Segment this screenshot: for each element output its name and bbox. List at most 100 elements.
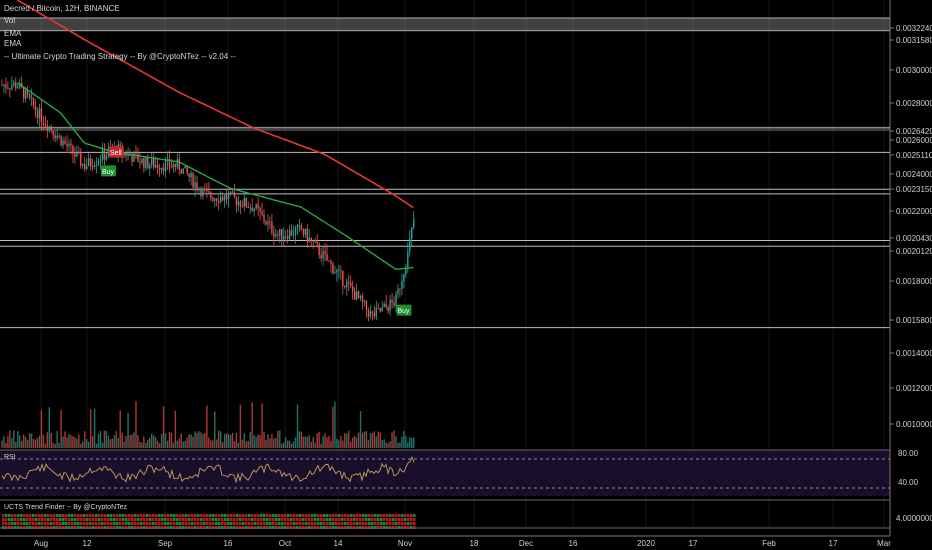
ucts-cell (356, 522, 359, 525)
volume-bar (214, 411, 216, 448)
volume-bar (15, 441, 17, 448)
volume-bar (105, 431, 108, 448)
candle-body (192, 173, 194, 188)
ucts-cell (92, 518, 95, 521)
ucts-cell (110, 514, 113, 517)
ucts-cell (239, 514, 242, 517)
signal-label: Buy (397, 308, 410, 315)
ucts-cell (197, 522, 200, 525)
volume-bar (395, 436, 397, 448)
ucts-cell (305, 522, 308, 525)
ucts-cell (272, 522, 275, 525)
ucts-cell (227, 514, 230, 517)
ucts-cell (215, 514, 218, 517)
ucts-cell (32, 522, 35, 525)
ucts-cell (152, 522, 155, 525)
volume-bar (251, 402, 253, 448)
volume-bar (324, 433, 326, 448)
ucts-cell (59, 518, 62, 521)
candle-body (344, 285, 346, 288)
volume-bar (334, 401, 336, 448)
candle-body (38, 108, 41, 119)
candle-body (284, 236, 287, 238)
ucts-cell (260, 514, 263, 517)
ucts-cell (293, 518, 296, 521)
ucts-cell (290, 522, 293, 525)
ucts-cell (407, 518, 410, 521)
ucts-cell (395, 518, 398, 521)
ucts-cell (128, 518, 131, 521)
ucts-cell (248, 522, 251, 525)
chart-title: Decred / Bitcoin, 12H, BINANCE (4, 4, 120, 13)
ucts-cell (212, 518, 215, 521)
ucts-cell (215, 522, 218, 525)
ucts-cell (272, 518, 275, 521)
candle-body (204, 188, 206, 190)
ucts-cell (116, 514, 119, 517)
candle-body (261, 211, 263, 215)
ucts-cell (401, 514, 404, 517)
candle-body (76, 152, 78, 157)
ucts-cell (320, 518, 323, 521)
ucts-cell (257, 518, 260, 521)
x-tick-label: Dec (519, 539, 533, 548)
candle-body (40, 108, 43, 123)
candle-body (5, 84, 7, 88)
volume-bar (111, 438, 114, 448)
ucts-cell (224, 522, 227, 525)
candle-body (7, 87, 9, 89)
candle-body (82, 163, 84, 166)
volume-bar (385, 442, 387, 448)
ucts-cell (149, 514, 152, 517)
candle-body (105, 155, 108, 160)
ucts-cell (191, 522, 194, 525)
volume-bar (123, 441, 125, 448)
ucts-cell (209, 514, 212, 517)
ucts-cell (404, 518, 407, 521)
ucts-cell (332, 518, 335, 521)
ucts-cell (371, 518, 374, 521)
candle-body (259, 208, 261, 212)
ucts-cell (410, 518, 413, 521)
ucts-cell (254, 522, 257, 525)
ucts-cell (62, 522, 65, 525)
candle-body (44, 124, 47, 126)
candle-body (56, 135, 58, 139)
ucts-cell (218, 518, 221, 521)
ucts-cell (404, 522, 407, 525)
volume-bar (137, 435, 139, 448)
ucts-cell (89, 522, 92, 525)
volume-bar (127, 412, 129, 448)
candle-body (172, 164, 175, 167)
ucts-cell (278, 522, 281, 525)
volume-bar (50, 432, 52, 448)
ucts-cell (308, 522, 311, 525)
ucts-cell (194, 518, 197, 521)
volume-bar (411, 438, 413, 448)
ucts-cell (23, 522, 26, 525)
volume-bar (117, 437, 119, 448)
candle-body (277, 234, 279, 236)
ucts-cell (224, 518, 227, 521)
ucts-cell (341, 518, 344, 521)
x-tick-label: 17 (689, 539, 698, 548)
volume-bar (308, 435, 311, 448)
volume-bar (64, 431, 66, 448)
ucts-cell (413, 518, 416, 521)
ucts-cell (74, 514, 77, 517)
volume-bar (60, 409, 62, 448)
ucts-cell (299, 518, 302, 521)
candle-body (409, 238, 411, 252)
ucts-cell (398, 522, 401, 525)
ucts-cell (296, 514, 299, 517)
ucts-cell (83, 518, 86, 521)
ucts-cell (50, 522, 53, 525)
ucts-cell (80, 518, 83, 521)
x-tick-label: Oct (279, 539, 292, 548)
volume-bar (56, 430, 58, 448)
volume-bar (296, 404, 299, 448)
ucts-cell (230, 522, 233, 525)
volume-bar (259, 435, 261, 448)
